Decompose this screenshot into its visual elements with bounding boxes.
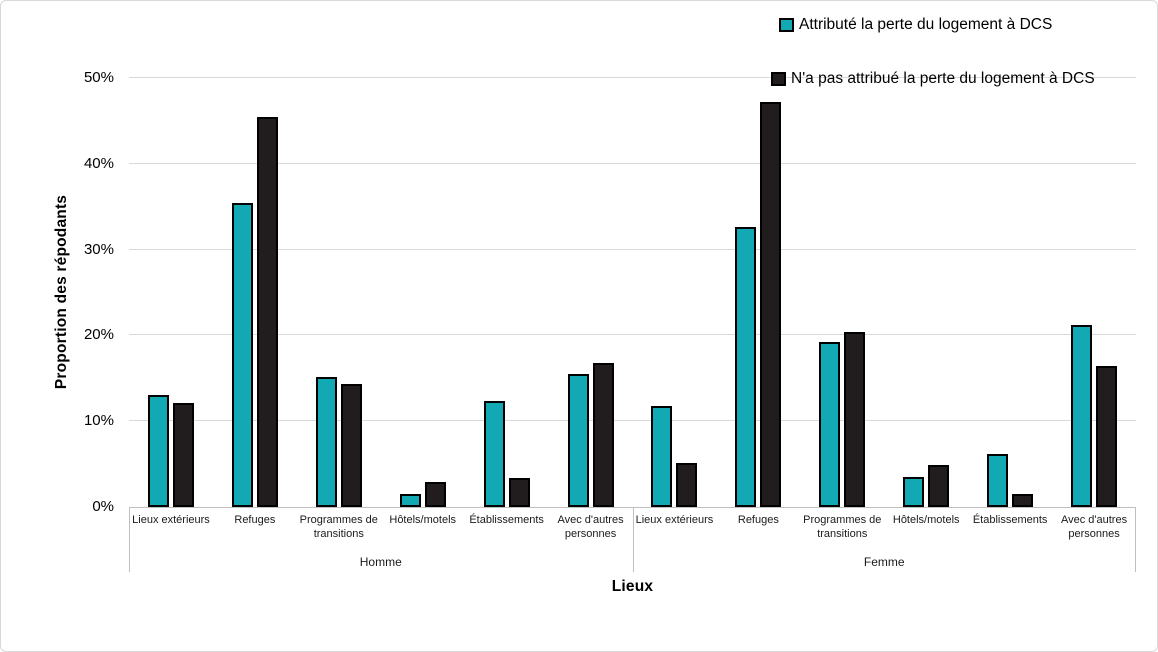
y-tick-label: 10% — [83, 412, 114, 430]
axis-separator — [1135, 508, 1136, 572]
category-label: Établissements — [972, 514, 1048, 526]
bar — [928, 465, 950, 507]
gridline — [129, 420, 1136, 422]
bar — [1012, 494, 1034, 507]
y-tick-label: 50% — [83, 69, 114, 86]
category-label: Avec d'autres personnes — [1060, 514, 1128, 540]
category-label: Lieux extérieurs — [132, 514, 210, 526]
gridline — [129, 248, 1136, 250]
bar — [760, 102, 782, 507]
x-axis-title: Lieux — [611, 578, 654, 595]
y-tick-label: 30% — [83, 240, 114, 258]
gridline — [129, 334, 1136, 336]
bar — [1071, 325, 1093, 507]
bar — [424, 482, 446, 507]
bar — [676, 463, 698, 507]
category-label: Lieux extérieurs — [635, 514, 714, 526]
legend-item: N'a pas attribué la perte du logement à … — [771, 67, 1157, 91]
gridline — [129, 77, 1136, 78]
category-label: Hôtels/motels — [892, 514, 960, 526]
bar — [508, 478, 530, 507]
category-label: Programmes de transitions — [299, 514, 378, 540]
bar — [231, 203, 253, 507]
y-tick-label: 20% — [83, 326, 114, 344]
category-label: Avec d'autres personnes — [557, 514, 624, 540]
bar — [567, 374, 589, 507]
category-label: Refuges — [737, 514, 779, 526]
category-label: Refuges — [234, 514, 276, 526]
bar — [256, 117, 278, 507]
bar — [844, 332, 866, 507]
plot-area — [129, 41, 1136, 507]
bar — [483, 401, 505, 507]
legend: Attributé la perte du logement à DCS N'a … — [771, 13, 1157, 91]
bar — [592, 363, 614, 507]
y-tick-label: 40% — [83, 154, 114, 172]
y-tick-label: 0% — [92, 498, 114, 515]
legend-item: Attributé la perte du logement à DCS — [771, 13, 1157, 37]
gridline — [129, 162, 1136, 164]
y-axis-title: Proportion des répodants — [53, 194, 70, 390]
group-label: Homme — [359, 555, 402, 569]
legend-label: N'a pas attribué la perte du logement à … — [791, 70, 1095, 87]
bar — [903, 477, 925, 507]
bar — [340, 384, 362, 507]
category-label: Établissements — [469, 514, 544, 526]
group-label: Femme — [863, 555, 905, 569]
bar — [315, 377, 337, 507]
bar — [147, 395, 169, 507]
bar — [172, 403, 194, 507]
bar — [1096, 366, 1118, 507]
bar — [987, 454, 1009, 507]
axis-separator — [129, 508, 130, 572]
axis-separator — [632, 508, 634, 572]
bar — [819, 342, 841, 507]
legend-swatch-icon — [771, 72, 786, 86]
legend-swatch-icon — [779, 18, 794, 32]
legend-label: Attributé la perte du logement à DCS — [799, 16, 1053, 33]
category-axis: Lieux extérieurs Refuges Programmes de tra… — [129, 507, 1136, 572]
category-label: Hôtels/motels — [389, 514, 457, 526]
bar — [399, 494, 421, 507]
category-label: Programmes de transitions — [803, 514, 882, 540]
bar — [735, 227, 757, 507]
bar — [651, 406, 673, 507]
